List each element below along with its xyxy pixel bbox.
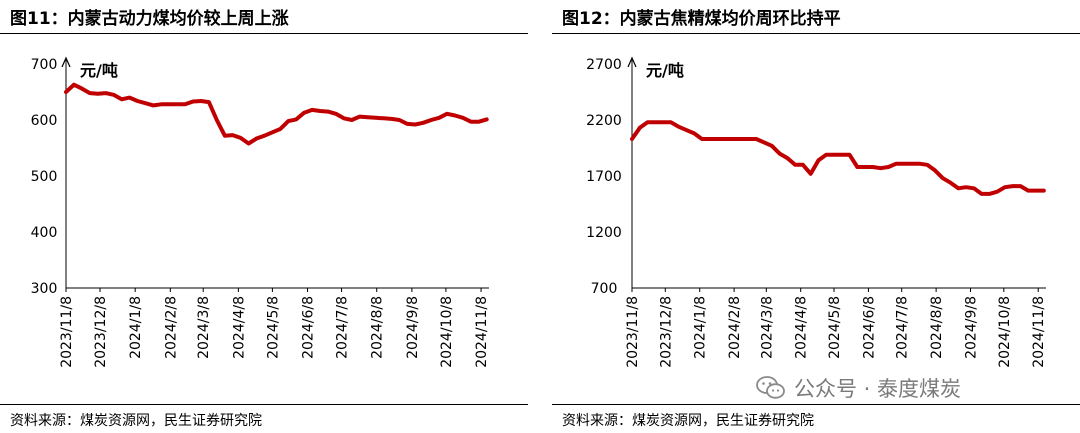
- x-tick-label: 2024/7/8: [335, 296, 351, 359]
- figure-12: 图12：内蒙古焦精煤均价周环比持平 元/吨 700 1200 1700 2200 2700…: [552, 0, 1080, 433]
- x-tick-label: 2024/2/8: [727, 296, 743, 359]
- source-rule: [0, 404, 528, 405]
- x-tick-label: 2024/1/8: [693, 296, 709, 359]
- x-tick-label: 2024/8/8: [929, 296, 945, 359]
- x-tick-label: 2024/11/8: [474, 296, 490, 368]
- x-tick-label: 2024/10/8: [439, 296, 455, 368]
- y-tick-label: 400: [31, 225, 58, 241]
- x-tick-label: 2023/12/8: [658, 296, 674, 368]
- x-tick-label: 2024/3/8: [759, 296, 775, 359]
- y-tick-label: 600: [31, 113, 58, 129]
- x-tick-label: 2024/9/8: [405, 296, 421, 359]
- y-axis-arrow: [627, 56, 637, 68]
- x-tick-label: 2024/4/8: [794, 296, 810, 359]
- y-tick-label: 300: [31, 281, 58, 297]
- chart-12: 元/吨 700 1200 1700 2200 2700 2023/11/8 2023/12/8…: [586, 56, 1047, 368]
- figure-title: 图11：内蒙古动力煤均价较上周上涨: [10, 9, 289, 29]
- y-tick-label: 500: [31, 169, 58, 185]
- watermark-text: 公众号 · 泰度煤炭: [794, 377, 962, 401]
- y-tick-label: 700: [591, 281, 618, 297]
- x-tick-label: 2024/9/8: [964, 296, 980, 359]
- x-tick-label: 2024/4/8: [231, 296, 247, 359]
- x-tick-label: 2024/6/8: [301, 296, 317, 359]
- y-tick-label: 2200: [586, 113, 622, 129]
- figure-title: 图12：内蒙古焦精煤均价周环比持平: [562, 9, 841, 29]
- x-tick-label: 2024/11/8: [1031, 296, 1047, 368]
- chart-11: 元/吨 300 400 500 600 700 2023/11/8 2023/12/8 2024…: [31, 56, 490, 368]
- x-tick-label: 2023/11/8: [625, 296, 641, 368]
- y-tick-label: 700: [31, 57, 58, 73]
- x-tick-label: 2024/7/8: [895, 296, 911, 359]
- x-tick-label: 2024/10/8: [997, 296, 1013, 368]
- title-rule: [0, 33, 528, 34]
- wechat-icon: [756, 376, 785, 399]
- source-note: 资料来源：煤炭资源网，民生证券研究院: [10, 413, 262, 429]
- x-tick-label: 2023/11/8: [59, 296, 75, 368]
- unit-label: 元/吨: [646, 61, 684, 80]
- x-tick-label: 2024/2/8: [163, 296, 179, 359]
- figure-11: 图11：内蒙古动力煤均价较上周上涨 元/吨 300 400 500 600 700 2023…: [0, 0, 528, 433]
- y-tick-label: 1700: [586, 169, 622, 185]
- watermark: 公众号 · 泰度煤炭: [756, 372, 961, 404]
- y-tick-label: 2700: [586, 57, 622, 73]
- x-tick-label: 2024/6/8: [861, 296, 877, 359]
- series-line: [64, 82, 489, 146]
- series-line: [630, 120, 1046, 196]
- x-tick-label: 2024/5/8: [827, 296, 843, 359]
- x-tick-label: 2024/5/8: [265, 296, 281, 359]
- y-axis-arrow: [61, 56, 71, 68]
- x-tick-label: 2024/8/8: [370, 296, 386, 359]
- x-tick-label: 2023/12/8: [93, 296, 109, 368]
- source-rule: [552, 404, 1080, 405]
- x-tick-label: 2024/1/8: [128, 296, 144, 359]
- title-rule: [552, 33, 1080, 34]
- unit-label: 元/吨: [80, 61, 118, 80]
- source-note: 资料来源：煤炭资源网，民生证券研究院: [562, 413, 814, 429]
- x-tick-label: 2024/3/8: [196, 296, 212, 359]
- y-tick-label: 1200: [586, 225, 622, 241]
